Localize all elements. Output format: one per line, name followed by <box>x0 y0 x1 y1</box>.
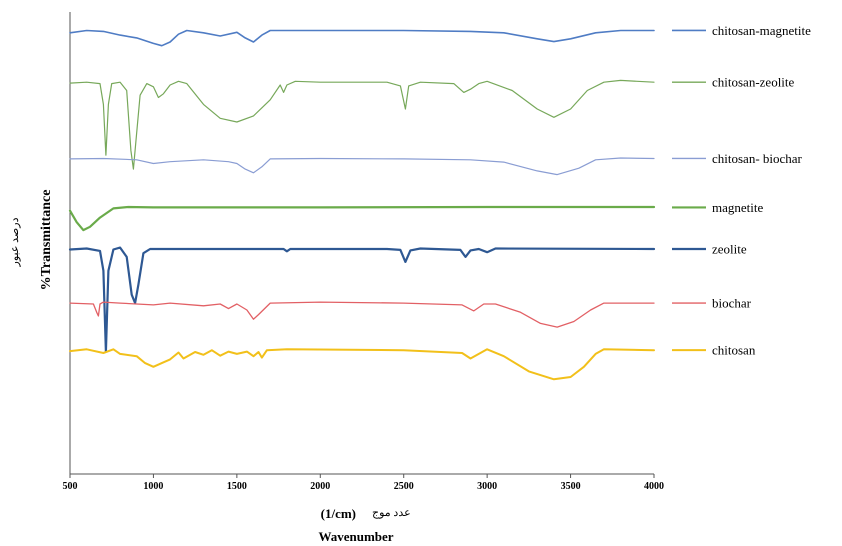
y-axis-label-fa: درصد عبور <box>9 217 21 267</box>
x-tick-label: 2000 <box>310 481 330 492</box>
x-axis-label: Wavenumber <box>318 529 393 544</box>
legend-label: chitosan-magnetite <box>712 23 811 38</box>
series-line-chitosan-magnetite <box>69 29 655 47</box>
legend-label: magnetite <box>712 200 763 215</box>
series-line-chitosan <box>69 348 655 381</box>
series-line-zeolite <box>68 246 656 353</box>
x-tick-labels: 500 1000 1500 2000 2500 3000 3500 4000 <box>63 474 664 492</box>
legend-label: zeolite <box>712 242 747 257</box>
series-line-magnetite <box>68 205 656 232</box>
x-tick-label: 500 <box>63 481 78 492</box>
x-axis-label-fa: عدد موج <box>372 507 411 519</box>
legend-label: biochar <box>712 296 752 311</box>
x-tick-label: 3000 <box>477 481 497 492</box>
x-axis-unit: (1/cm) <box>321 506 356 521</box>
legend-label: chitosan-zeolite <box>712 75 795 90</box>
x-tick-label: 3500 <box>561 481 581 492</box>
series-line-chitosan-biochar <box>69 157 655 176</box>
series-line-biochar <box>69 301 655 328</box>
legend: chitosan-magnetite chitosan-zeolite chitos… <box>672 23 811 358</box>
x-tick-label: 1000 <box>143 481 163 492</box>
x-tick-label: 1500 <box>227 481 247 492</box>
legend-label: chitosan <box>712 343 756 358</box>
chart-axes <box>69 12 654 475</box>
y-axis-label: %Transmittance <box>39 190 54 291</box>
x-tick-label: 4000 <box>644 481 664 492</box>
series-layer <box>68 29 656 381</box>
x-tick-label: 2500 <box>394 481 414 492</box>
series-line-chitosan-zeolite <box>69 79 655 170</box>
legend-label: chitosan- biochar <box>712 151 803 166</box>
